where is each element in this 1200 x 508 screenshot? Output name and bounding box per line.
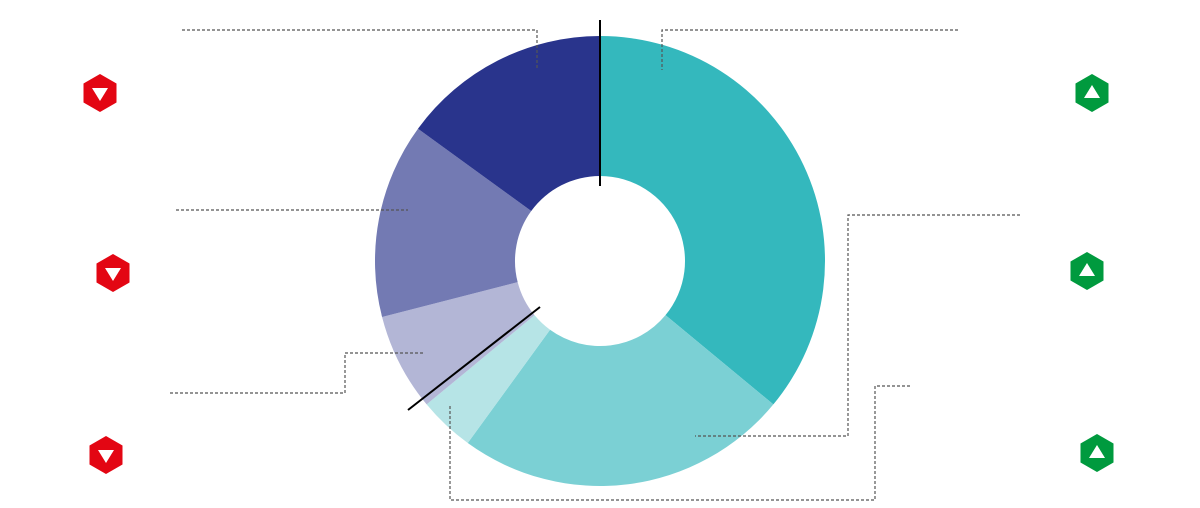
donut [375, 36, 825, 486]
up-icon [1070, 252, 1104, 290]
down-icon [83, 74, 117, 112]
leader-line [695, 214, 1020, 437]
donut-slice [600, 36, 825, 405]
down-icon [96, 254, 130, 292]
leader-line [182, 29, 538, 70]
donut-slice [426, 315, 551, 444]
up-icon [1080, 434, 1114, 472]
donut-slice [375, 128, 532, 317]
leader-line [661, 29, 958, 70]
donut-slice [467, 315, 774, 486]
leader-line [449, 385, 910, 501]
divider [407, 306, 541, 411]
down-icon [89, 436, 123, 474]
donut-slice [382, 282, 535, 405]
up-icon [1075, 74, 1109, 112]
up-icons [1070, 74, 1114, 472]
leader-lines [170, 29, 1020, 501]
leader-line [170, 352, 425, 394]
down-icons [83, 74, 130, 474]
donut-slice [417, 36, 600, 212]
